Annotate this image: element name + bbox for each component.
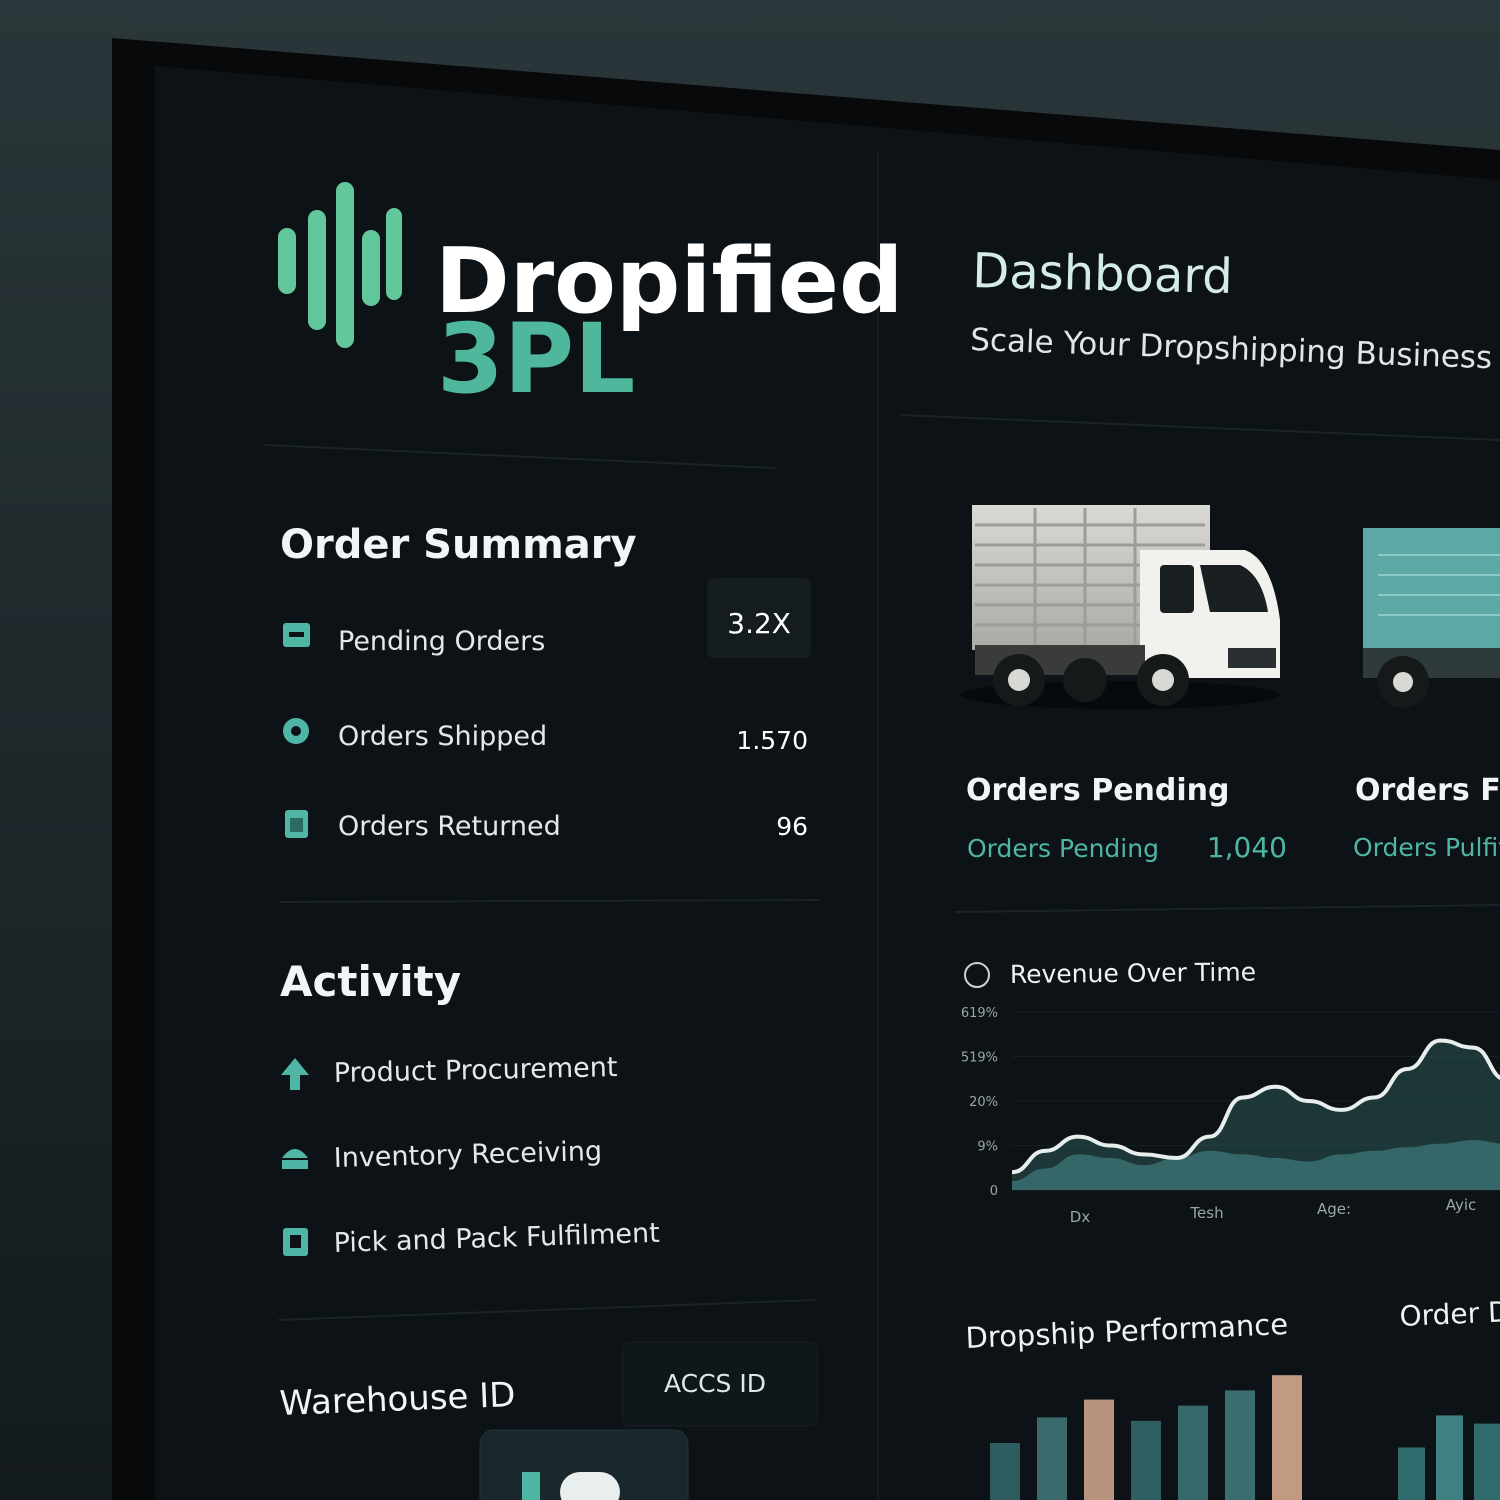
section-title: Activity — [280, 957, 461, 1006]
order-chart — [1398, 1415, 1500, 1500]
truck-illustration — [1363, 528, 1500, 708]
x-axis-label: Age: — [1317, 1200, 1351, 1218]
x-axis-label: Tesh — [1189, 1204, 1223, 1222]
band-area — [1012, 1140, 1500, 1190]
summary-value: 1.570 — [736, 726, 808, 755]
y-axis-label: 9% — [977, 1140, 998, 1155]
chart-title: Revenue Over Time — [1010, 957, 1256, 989]
summary-label: Orders Shipped — [338, 721, 547, 752]
card-title: Orders Pending — [966, 773, 1230, 808]
y-axis-label: 0 — [990, 1184, 998, 1199]
brand-name: Dropified — [435, 229, 903, 334]
x-axis-label: Ayic — [1446, 1196, 1477, 1214]
card-title: Orders Futi — [1355, 773, 1500, 808]
chart-icon — [964, 962, 990, 988]
card-label: Orders Pulfified — [1353, 833, 1500, 862]
bar — [990, 1443, 1020, 1500]
divider — [279, 899, 821, 903]
badge-box — [621, 1341, 818, 1427]
y-axis-label: 619% — [961, 1006, 998, 1021]
bar — [1474, 1423, 1500, 1500]
card-value: 1,040 — [1207, 831, 1287, 864]
line — [1011, 1038, 1500, 1175]
x-axis-label: Dx — [1070, 1208, 1091, 1226]
divider — [277, 1299, 816, 1321]
id-glyph — [560, 1472, 620, 1500]
screen — [155, 66, 1500, 1500]
summary-label: Orders Returned — [338, 811, 561, 842]
value-box — [707, 578, 811, 658]
card-label: Orders Pending — [967, 834, 1159, 863]
summary-value: 3.2X — [727, 607, 791, 640]
revenue-chart: 619% 519% 20% 9% 0 Dx Tesh Age: Ayic — [961, 1006, 1500, 1226]
brand-sub: 3PL — [437, 303, 635, 415]
bar — [1084, 1399, 1114, 1500]
page-title: Dashboard — [972, 243, 1234, 305]
chart-title: Order Di — [1399, 1295, 1500, 1333]
summary-value: 96 — [776, 812, 808, 841]
logo-mark — [278, 182, 402, 348]
truck-illustration — [960, 505, 1280, 709]
divider — [264, 444, 776, 469]
id-glyph — [522, 1472, 540, 1500]
bar — [1037, 1417, 1067, 1500]
y-axis-label: 20% — [969, 1095, 998, 1110]
bar — [1436, 1415, 1463, 1500]
performance-chart — [990, 1375, 1302, 1500]
divider — [954, 904, 1500, 913]
summary-icons — [283, 623, 310, 838]
bar — [1225, 1390, 1255, 1500]
bar — [1272, 1375, 1302, 1500]
bar — [1131, 1420, 1161, 1500]
divider — [899, 414, 1500, 441]
y-axis-label: 519% — [961, 1051, 998, 1066]
activity-item: Inventory Receiving — [333, 1136, 602, 1174]
summary-label: Pending Orders — [338, 626, 545, 657]
badge: ACCS ID — [664, 1369, 766, 1398]
section-title: Order Summary — [280, 522, 637, 568]
bar — [1398, 1447, 1425, 1500]
activity-icons — [281, 1058, 309, 1256]
activity-item: Product Procurement — [333, 1052, 617, 1089]
section-title: Warehouse ID — [279, 1375, 516, 1424]
bar — [1178, 1405, 1208, 1500]
